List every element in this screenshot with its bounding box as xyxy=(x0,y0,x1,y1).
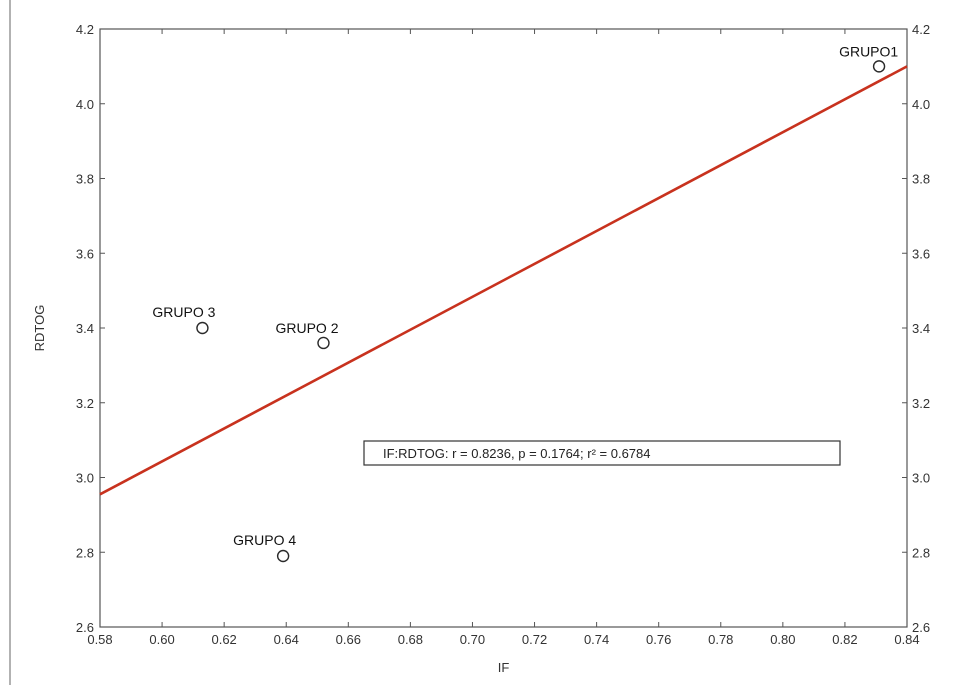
stats-text: IF:RDTOG: r = 0.8236, p = 0.1764; r² = 0… xyxy=(383,446,651,461)
y-axis-title: RDTOG xyxy=(32,305,47,352)
y-tick-label-right: 3.0 xyxy=(912,471,930,486)
y-tick-label-right: 3.2 xyxy=(912,396,930,411)
y-tick-label-right: 4.2 xyxy=(912,22,930,37)
y-tick-label-left: 3.6 xyxy=(76,246,94,261)
data-point xyxy=(196,321,209,335)
y-tick-label-right: 3.4 xyxy=(912,321,930,336)
y-tick-label-left: 3.8 xyxy=(76,172,94,187)
stats-annotation: IF:RDTOG: r = 0.8236, p = 0.1764; r² = 0… xyxy=(363,440,841,466)
x-tick-label: 0.76 xyxy=(646,632,671,647)
tick-marks xyxy=(99,28,908,628)
y-tick-label-right: 3.6 xyxy=(912,246,930,261)
point-label: GRUPO 4 xyxy=(233,532,296,548)
y-tick-label-right: 2.8 xyxy=(912,545,930,560)
x-tick-label: 0.60 xyxy=(149,632,174,647)
y-tick-label-left: 2.8 xyxy=(76,545,94,560)
regression-line xyxy=(99,65,908,496)
point-label: GRUPO1 xyxy=(839,43,898,59)
regression-line-group xyxy=(99,65,908,496)
y-tick-label-left: 3.2 xyxy=(76,396,94,411)
x-tick-label: 0.84 xyxy=(894,632,919,647)
x-tick-label: 0.82 xyxy=(832,632,857,647)
x-tick-label: 0.78 xyxy=(708,632,733,647)
y-tick-label-left: 4.0 xyxy=(76,97,94,112)
x-tick-label: 0.66 xyxy=(336,632,361,647)
y-tick-label-left: 4.2 xyxy=(76,22,94,37)
y-tick-label-right: 4.0 xyxy=(912,97,930,112)
x-axis-title: IF xyxy=(498,660,510,675)
data-point xyxy=(276,549,290,563)
x-tick-label: 0.58 xyxy=(87,632,112,647)
x-tick-label: 0.74 xyxy=(584,632,609,647)
point-label: GRUPO 3 xyxy=(152,304,215,320)
stats-box xyxy=(363,440,841,466)
y-tick-label-right: 2.6 xyxy=(912,620,930,635)
point-label: GRUPO 2 xyxy=(275,320,338,336)
y-tick-label-left: 3.0 xyxy=(76,471,94,486)
y-tick-label-left: 2.6 xyxy=(76,620,94,635)
x-tick-label: 0.62 xyxy=(211,632,236,647)
data-points: GRUPO1 GRUPO 2 GRUPO 3 GRUPO 4 xyxy=(152,43,898,563)
data-point xyxy=(317,336,330,350)
x-tick-label: 0.80 xyxy=(770,632,795,647)
x-tick-label: 0.70 xyxy=(460,632,485,647)
x-tick-label: 0.64 xyxy=(274,632,299,647)
y-tick-label-left: 3.4 xyxy=(76,321,94,336)
y-tick-label-right: 3.8 xyxy=(912,172,930,187)
x-tick-label: 0.68 xyxy=(398,632,423,647)
x-tick-label: 0.72 xyxy=(522,632,547,647)
tick-labels: 0.58 0.60 0.62 0.64 0.66 0.68 0.70 0.72 0.74 0.76… xyxy=(76,22,930,647)
data-point xyxy=(872,60,886,73)
